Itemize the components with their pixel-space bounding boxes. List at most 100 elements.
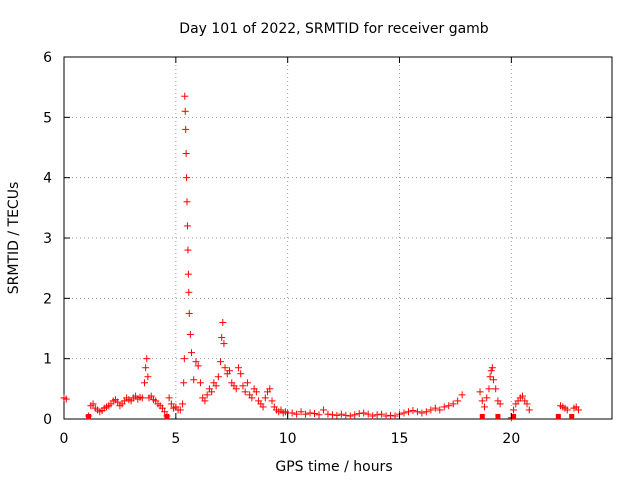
axis-ticks: 0 1 2 3 4 5 6 0 5 10 15 20 xyxy=(43,50,612,447)
data-point xyxy=(142,364,150,372)
data-point xyxy=(413,408,421,416)
data-point xyxy=(158,404,166,412)
data-point xyxy=(203,391,211,399)
data-point xyxy=(445,402,453,410)
y-tick-label: 1 xyxy=(43,352,52,368)
data-point xyxy=(346,412,354,420)
data-point xyxy=(306,409,314,417)
data-point xyxy=(360,409,368,417)
data-point xyxy=(248,394,256,402)
data-point xyxy=(180,379,188,387)
data-markers xyxy=(60,92,582,422)
zero-point xyxy=(569,414,575,419)
data-point xyxy=(194,362,202,370)
data-point xyxy=(355,410,363,418)
data-point xyxy=(217,358,225,366)
data-point xyxy=(315,411,323,419)
data-point xyxy=(232,385,240,393)
data-point xyxy=(183,222,191,230)
data-point xyxy=(404,408,412,416)
data-point xyxy=(488,364,496,372)
data-point xyxy=(489,376,497,384)
data-point xyxy=(141,379,149,387)
data-point xyxy=(478,397,486,405)
data-point xyxy=(186,331,194,339)
data-point xyxy=(378,410,386,418)
data-point xyxy=(409,407,417,415)
zero-point xyxy=(479,414,485,419)
data-point xyxy=(201,397,209,405)
data-point xyxy=(391,412,399,420)
data-point xyxy=(574,406,582,414)
grid-lines xyxy=(64,57,612,419)
data-point xyxy=(196,379,204,387)
data-point xyxy=(427,406,435,414)
data-point xyxy=(400,409,408,417)
data-point xyxy=(243,379,251,387)
data-point xyxy=(176,406,184,414)
data-point xyxy=(212,382,220,390)
y-axis-label: SRMTID / TECUs xyxy=(6,182,22,295)
chart-title: Day 101 of 2022, SRMTID for receiver gam… xyxy=(179,21,489,37)
data-point xyxy=(214,373,222,381)
data-point xyxy=(422,408,430,416)
data-point xyxy=(483,394,491,402)
data-point xyxy=(337,410,345,418)
y-tick-label: 6 xyxy=(43,50,52,66)
data-point xyxy=(184,246,192,254)
data-point xyxy=(208,388,216,396)
data-point xyxy=(563,406,571,414)
data-point xyxy=(143,355,151,363)
data-point xyxy=(342,411,350,419)
data-point xyxy=(311,410,319,418)
x-axis-label: GPS time / hours xyxy=(275,459,392,475)
data-point xyxy=(138,394,146,402)
data-point xyxy=(288,409,296,417)
x-tick-label: 20 xyxy=(502,431,520,447)
data-point xyxy=(319,406,327,414)
data-point xyxy=(144,373,152,381)
data-point xyxy=(234,364,242,372)
data-point xyxy=(190,376,198,384)
data-point xyxy=(218,334,226,342)
x-tick-label: 15 xyxy=(391,431,409,447)
data-point xyxy=(261,394,269,402)
data-point xyxy=(167,400,175,408)
data-point xyxy=(496,400,504,408)
data-point xyxy=(184,270,192,278)
data-point xyxy=(62,395,70,403)
data-point xyxy=(183,198,191,206)
y-tick-label: 3 xyxy=(43,231,52,247)
data-point xyxy=(182,125,190,133)
data-point xyxy=(485,385,493,393)
data-point xyxy=(351,411,359,419)
data-point xyxy=(454,397,462,405)
data-point xyxy=(180,355,188,363)
data-point xyxy=(302,410,310,418)
data-point xyxy=(183,174,191,182)
data-point xyxy=(219,318,227,326)
data-point xyxy=(220,340,228,348)
data-point xyxy=(293,410,301,418)
data-point xyxy=(114,398,122,406)
data-point xyxy=(221,364,229,372)
data-point xyxy=(181,107,189,115)
data-point xyxy=(241,388,249,396)
zero-point xyxy=(511,414,517,419)
data-point xyxy=(333,411,341,419)
x-tick-label: 5 xyxy=(171,431,180,447)
zero-point xyxy=(86,414,92,419)
zero-point xyxy=(495,414,501,419)
zero-point xyxy=(164,414,170,419)
data-point xyxy=(237,370,245,378)
data-point xyxy=(182,150,190,158)
data-point xyxy=(418,409,426,417)
data-point xyxy=(259,403,267,411)
data-point xyxy=(487,367,495,375)
data-point xyxy=(252,388,260,396)
data-point xyxy=(179,400,187,408)
data-point xyxy=(436,406,444,414)
data-point xyxy=(364,410,372,418)
data-point xyxy=(431,404,439,412)
